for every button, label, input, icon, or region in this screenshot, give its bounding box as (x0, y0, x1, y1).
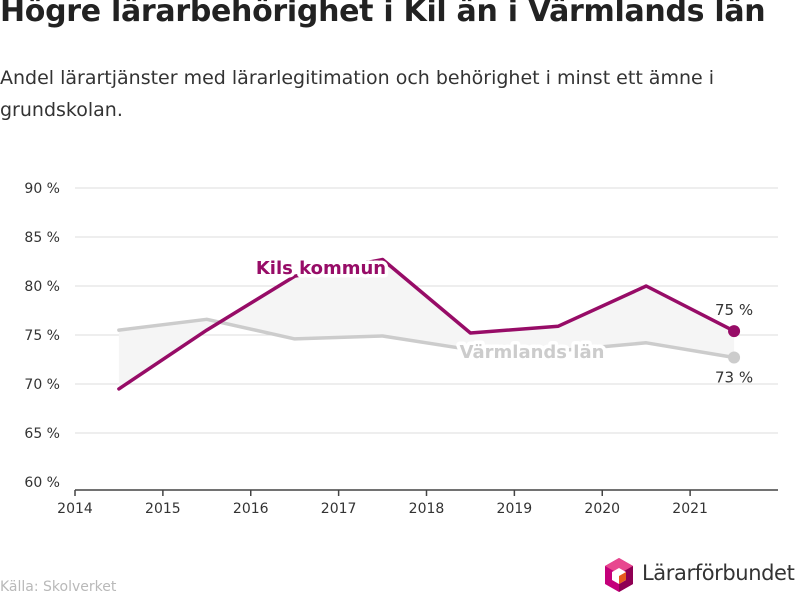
x-tick-label: 2017 (321, 501, 357, 517)
series-line-kil (117, 257, 736, 391)
x-tick-label: 2021 (672, 501, 708, 517)
label-layer: Kils kommun Värmlands län 75 % 73 % (252, 255, 753, 387)
y-tick-label: 70 % (24, 377, 60, 393)
y-tick-label: 80 % (24, 279, 60, 295)
end-point-kil (728, 325, 741, 338)
source-note: Källa: Skolverket (0, 579, 117, 595)
x-tick-label: 2016 (233, 501, 269, 517)
page-title: Högre lärarbehörighet i Kil än i Värmlan… (0, 0, 766, 29)
end-point-varmland (728, 351, 741, 364)
y-tick-label: 90 % (24, 181, 60, 197)
y-tick-label: 85 % (24, 230, 60, 246)
x-tick-label: 2018 (409, 501, 445, 517)
difference-band (118, 259, 735, 389)
y-tick-label: 65 % (24, 426, 60, 442)
end-label-varmland: 73 % (715, 369, 753, 387)
series-label-kil: Kils kommun (256, 258, 386, 279)
series-label-varmland: Värmlands län (460, 342, 605, 363)
brand-logo: Lärarförbundet (602, 557, 798, 593)
y-tick-label: 75 % (24, 328, 60, 344)
x-tick-label: 2015 (145, 501, 181, 517)
x-tick-label: 2014 (57, 501, 93, 517)
series-layer (117, 257, 741, 391)
page-subtitle: Andel lärartjänster med lärarlegitimatio… (0, 67, 715, 121)
hexagon-logo-icon (605, 558, 633, 592)
x-axis: 2014 2015 2016 2017 2018 2019 2020 2021 (57, 489, 778, 517)
end-label-kil: 75 % (715, 301, 753, 319)
brand-name: Lärarförbundet (642, 561, 795, 585)
x-tick-label: 2020 (584, 501, 620, 517)
y-tick-label: 60 % (24, 475, 60, 491)
x-tick-label: 2019 (497, 501, 533, 517)
